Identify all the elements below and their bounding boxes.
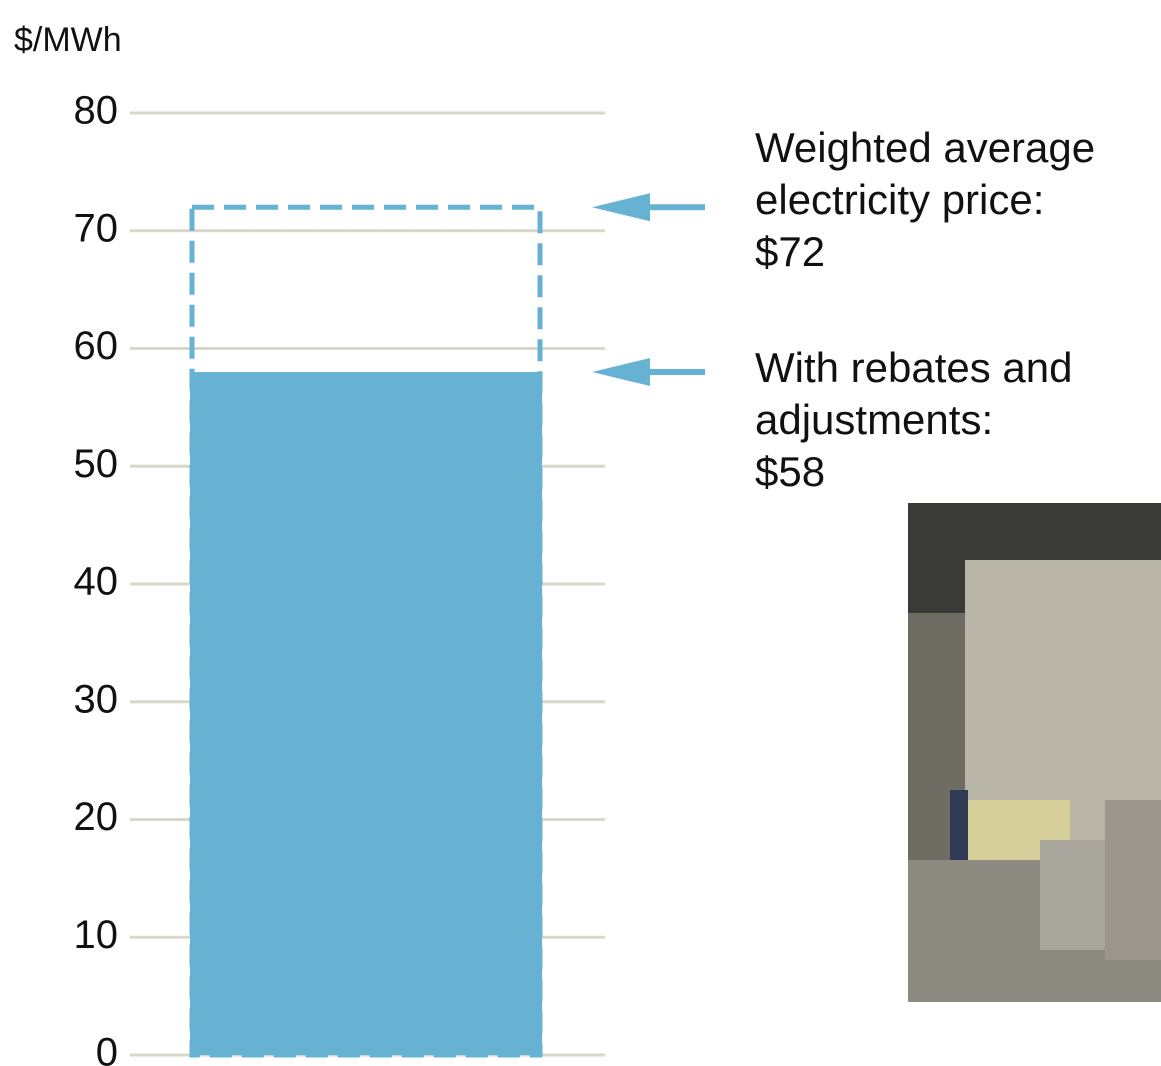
photo: [908, 503, 1161, 1002]
annotation: With rebates and adjustments: $58: [755, 342, 1160, 498]
y-tick-label: 70: [74, 206, 119, 250]
y-tick-label: 40: [74, 560, 119, 604]
y-axis-label: $/MWh: [14, 21, 122, 59]
y-tick-label: 50: [74, 442, 119, 486]
bar-outline: [189, 204, 543, 1058]
arrow: [592, 193, 705, 222]
y-tick-label: 0: [96, 1031, 118, 1066]
y-tick-label: 30: [74, 677, 119, 721]
y-tick-label: 80: [74, 89, 119, 133]
y-tick-label: 10: [74, 913, 119, 957]
arrow: [592, 358, 705, 387]
annotation-text: With rebates and adjustments:: [755, 344, 1073, 443]
bar: [190, 372, 542, 1055]
annotation-text: Weighted average electricity price:: [755, 124, 1096, 223]
value-label: $58: [755, 448, 826, 495]
y-tick-label: 60: [74, 324, 119, 368]
value-label: $72: [755, 228, 826, 275]
y-tick-label: 20: [74, 795, 119, 839]
annotation: Weighted average electricity price: $72: [755, 122, 1160, 278]
